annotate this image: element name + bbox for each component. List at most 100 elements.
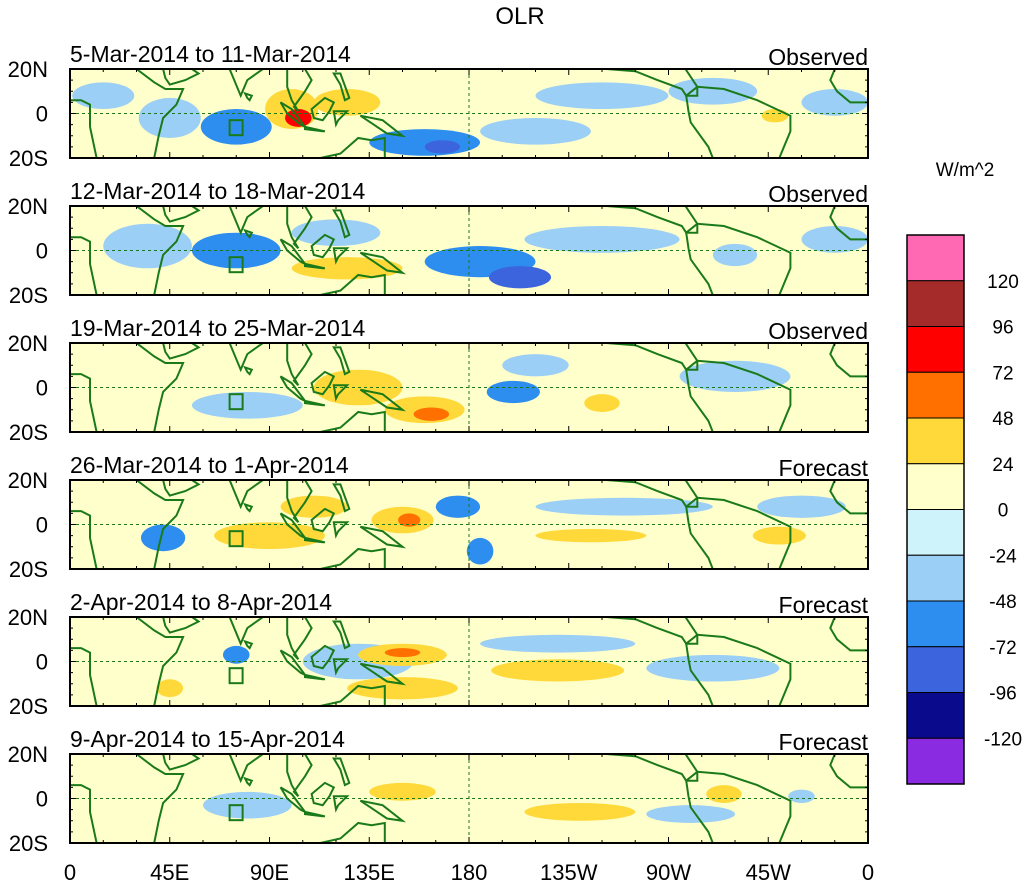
coastline — [286, 206, 313, 249]
coastline — [332, 209, 351, 239]
coastline — [279, 786, 306, 813]
coastline — [685, 770, 792, 843]
coastline — [70, 69, 185, 158]
coastline — [286, 480, 313, 523]
coastline — [162, 480, 201, 497]
x-tick-label: 0 — [862, 860, 874, 885]
coastline — [243, 502, 254, 513]
coastline — [286, 69, 313, 112]
colorbar-level-label: 48 — [992, 409, 1013, 430]
coastlines — [70, 69, 868, 158]
coastline — [279, 649, 306, 676]
coastline — [332, 795, 350, 813]
x-tick-label: 45W — [746, 860, 791, 885]
coastline — [606, 617, 699, 645]
coastline — [304, 262, 326, 270]
coastline — [332, 110, 350, 128]
coastline — [319, 821, 386, 843]
region-box — [228, 256, 244, 274]
coastline — [685, 359, 792, 432]
x-tick-label: 180 — [451, 860, 488, 885]
x-tick-label: 90E — [250, 860, 289, 885]
y-tick-label: 20S — [9, 831, 48, 856]
coastline — [829, 206, 868, 241]
colorbar-swatch — [906, 280, 965, 327]
panel-6: 20N 0 20S 9-Apr-2014 to 15-Apr-2014 Forecast — [8, 726, 869, 856]
colorbar-level-label: 72 — [992, 363, 1013, 384]
region-box — [228, 667, 244, 685]
anomaly-region — [761, 109, 789, 123]
anomaly-region — [140, 524, 186, 552]
anomaly-region — [156, 679, 184, 698]
anomaly-region — [435, 495, 481, 518]
anomaly-region — [200, 109, 272, 145]
coastline — [304, 810, 326, 818]
coastline — [243, 365, 254, 376]
colorbar-frame — [906, 234, 965, 785]
panel-status-label: Observed — [768, 181, 868, 207]
coastlines — [70, 754, 868, 843]
coastline — [685, 496, 792, 569]
coastlines — [70, 480, 868, 569]
panel-period-label: 5-Mar-2014 to 11-Mar-2014 — [70, 41, 351, 67]
colorbar-level-label: 0 — [998, 501, 1009, 522]
coastline — [606, 480, 699, 508]
anomaly-region — [191, 391, 303, 419]
y-tick-label: 0 — [36, 787, 48, 812]
panel-period-label: 9-Apr-2014 to 15-Apr-2014 — [70, 726, 345, 752]
coastlines — [70, 206, 868, 295]
region-box — [228, 804, 244, 822]
coastline — [162, 206, 201, 223]
anomaly-region — [369, 782, 436, 801]
y-tick-label: 0 — [36, 650, 48, 675]
coastline — [685, 222, 792, 295]
anomaly-region — [646, 654, 780, 682]
panel-period-label: 2-Apr-2014 to 8-Apr-2014 — [70, 589, 332, 615]
y-tick-label: 20S — [9, 557, 48, 582]
x-tick-label: 90W — [646, 860, 691, 885]
coastline — [606, 754, 699, 782]
coastline — [286, 343, 313, 386]
y-tick-label: 20N — [8, 331, 48, 356]
anomaly-region — [413, 407, 450, 421]
anomaly-region — [72, 82, 135, 110]
coastline — [319, 273, 386, 295]
coastline — [162, 617, 201, 634]
colorbar-level-label: -24 — [989, 546, 1017, 567]
anomaly-region — [214, 522, 325, 549]
coastline — [332, 247, 350, 265]
coastline — [286, 617, 313, 660]
coastline — [319, 684, 386, 706]
panel-2: 20N 0 20S 12-Mar-2014 to 18-Mar-2014 Observe… — [8, 178, 869, 308]
anomaly-region — [502, 354, 569, 377]
coastline — [332, 483, 351, 513]
anomaly-region — [752, 526, 806, 545]
y-tick-label: 20N — [8, 605, 48, 630]
anomaly-region — [524, 226, 680, 253]
coastline — [606, 206, 699, 234]
panel-period-label: 19-Mar-2014 to 25-Mar-2014 — [70, 315, 366, 341]
anomaly-region — [486, 380, 540, 404]
coastline — [310, 507, 336, 533]
coastline — [70, 343, 185, 432]
anomaly-region — [646, 805, 736, 823]
coastline — [279, 101, 306, 128]
colorbar-swatch — [906, 737, 965, 785]
colorbar-swatch — [906, 234, 965, 282]
anomaly-region — [191, 232, 281, 269]
coastline — [319, 136, 386, 158]
anomaly-region — [480, 117, 591, 145]
y-tick-label: 20N — [8, 468, 48, 493]
anomaly-region — [466, 537, 494, 565]
coastline — [359, 525, 407, 549]
y-tick-label: 20N — [8, 194, 48, 219]
anomaly-region — [203, 791, 292, 819]
coastline — [829, 480, 868, 515]
coastline — [606, 343, 699, 371]
colorbar-swatch — [906, 646, 965, 693]
anomaly-region — [222, 645, 250, 664]
coastline — [829, 343, 868, 378]
panel-period-label: 12-Mar-2014 to 18-Mar-2014 — [70, 178, 366, 204]
anomaly-region — [584, 394, 620, 412]
